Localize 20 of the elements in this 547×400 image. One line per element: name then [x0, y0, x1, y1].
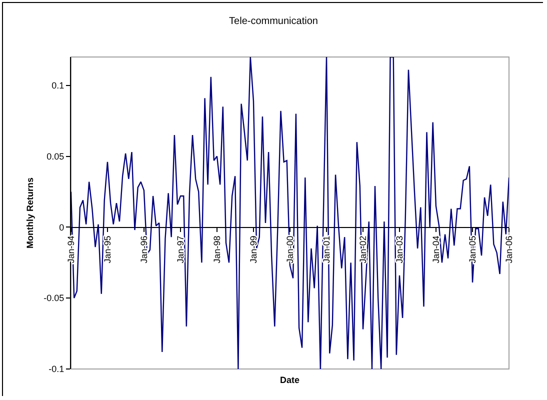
x-tick-label: Jan-03 [394, 236, 404, 264]
x-tick-label: Jan-96 [138, 236, 149, 264]
x-tick-label: Jan-01 [321, 236, 332, 264]
chart-title: Tele-communication [229, 16, 318, 27]
y-tick-label: 0.1 [52, 80, 64, 91]
x-tick-label: Jan-00 [284, 236, 295, 264]
y-tick-label: 0 [59, 222, 64, 232]
x-tick-label: Jan-98 [212, 236, 222, 264]
y-axis-title: Monthly Returns [25, 178, 36, 248]
x-tick-label: Jan-99 [248, 236, 258, 264]
x-tick-label: Jan-02 [358, 236, 368, 264]
y-tick-label: -0.05 [44, 293, 64, 304]
x-tick-label: Jan-95 [102, 236, 112, 264]
y-tick-label: 0.05 [46, 151, 64, 162]
x-axis-title: Date [280, 375, 300, 385]
x-tick-label: Jan-97 [175, 236, 186, 264]
x-tick-label: Jan-06 [504, 236, 514, 264]
x-tick-label: Jan-04 [430, 236, 441, 264]
y-tick-label: -0.1 [48, 364, 64, 374]
x-tick-label: Jan-05 [467, 236, 478, 264]
